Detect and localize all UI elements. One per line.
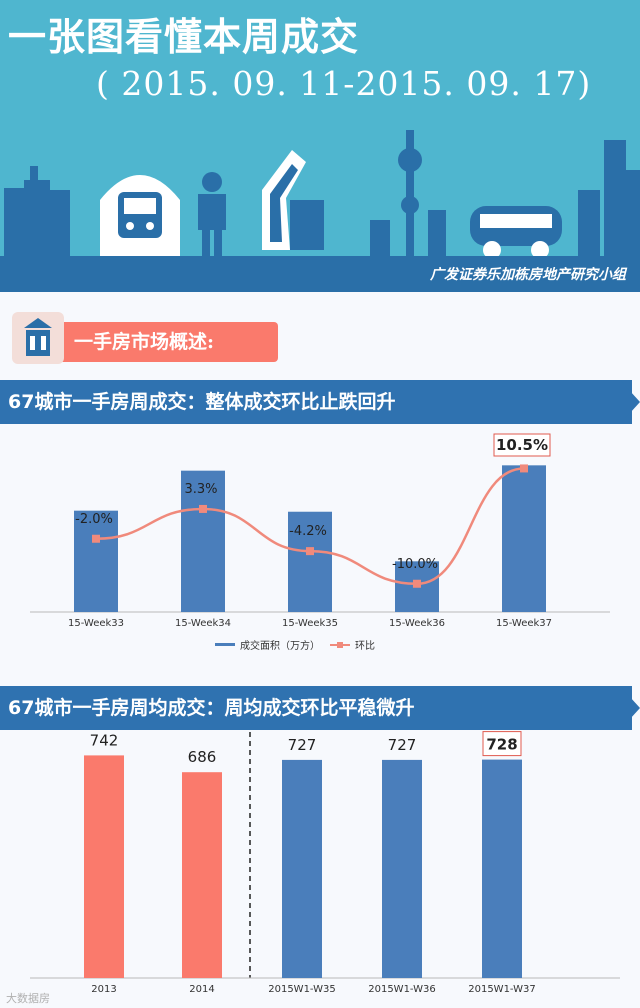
mom-data-label: -2.0% bbox=[75, 512, 113, 527]
bar-2015W1-W36 bbox=[382, 759, 422, 978]
bar-2015W1-W35 bbox=[282, 759, 322, 978]
page-title: 一张图看懂本周成交 bbox=[8, 14, 360, 59]
mom-data-label: 10.5% bbox=[496, 436, 548, 454]
value-data-label: 727 bbox=[388, 736, 417, 754]
bar-15-Week34 bbox=[181, 470, 225, 612]
legend-bar-swatch bbox=[215, 643, 235, 646]
weekly-average-chart: 742 686 727 727 728 2013 2014 2015W1-W35 2015W1… bbox=[30, 731, 620, 995]
mom-data-label: 3.3% bbox=[184, 482, 217, 497]
banner-arrow-icon bbox=[620, 686, 640, 730]
bar-2013 bbox=[84, 755, 124, 978]
mom-point bbox=[520, 464, 528, 473]
mom-data-label: -10.0% bbox=[392, 557, 438, 572]
x-tick-label: 2014 bbox=[189, 984, 214, 995]
hero-header: 一张图看懂本周成交 ( 2015. 09. 11-2015. 09. 17) bbox=[0, 0, 640, 292]
chart2-title-banner: 67城市一手房周均成交：周均成交环比平稳微升 bbox=[0, 686, 640, 730]
x-tick-label: 15-Week33 bbox=[68, 618, 124, 629]
value-data-label: 742 bbox=[90, 731, 119, 749]
x-tick-label: 15-Week37 bbox=[496, 618, 552, 629]
value-data-label: 686 bbox=[188, 748, 217, 766]
value-data-label: 727 bbox=[288, 736, 317, 754]
chart1-title-banner: 67城市一手房周成交：整体成交环比止跌回升 bbox=[0, 380, 640, 424]
banner-arrow-icon bbox=[620, 380, 640, 424]
x-tick-label: 2015W1-W37 bbox=[468, 984, 536, 995]
watermark: 大数据房 bbox=[6, 992, 50, 1005]
city-skyline-illustration bbox=[4, 130, 640, 259]
value-data-label: 728 bbox=[486, 736, 517, 754]
x-tick-label: 2015W1-W35 bbox=[268, 984, 336, 995]
x-tick-label: 2015W1-W36 bbox=[368, 984, 436, 995]
header-band bbox=[0, 256, 640, 292]
date-range: ( 2015. 09. 11-2015. 09. 17) bbox=[96, 64, 592, 103]
org-name: 广发证券乐加栋房地产研究小组 bbox=[430, 267, 626, 283]
bar-2014 bbox=[182, 772, 222, 978]
building-icon bbox=[12, 312, 64, 364]
highlight-box bbox=[493, 433, 551, 457]
x-tick-label: 15-Week35 bbox=[282, 618, 338, 629]
section-label: 一手房市场概述: bbox=[40, 322, 278, 362]
legend-line-marker bbox=[337, 642, 343, 648]
chart1-title: 67城市一手房周成交：整体成交环比止跌回升 bbox=[8, 391, 396, 413]
weekly-volume-chart: -2.0% 3.3% -4.2% -10.0% 10.5% 15-Week33 15-We… bbox=[30, 433, 610, 652]
mom-point bbox=[92, 534, 100, 543]
x-tick-label: 15-Week36 bbox=[389, 618, 445, 629]
legend-line-label: 环比 bbox=[355, 640, 375, 652]
mom-point bbox=[413, 579, 421, 588]
mom-point bbox=[199, 504, 207, 513]
x-tick-label: 15-Week34 bbox=[175, 618, 231, 629]
mom-point bbox=[306, 547, 314, 556]
bar-2015W1-W37 bbox=[482, 759, 522, 978]
x-tick-label: 2013 bbox=[91, 984, 116, 995]
bar-15-Week35 bbox=[288, 511, 332, 612]
highlight-box bbox=[482, 731, 522, 757]
mom-data-label: -4.2% bbox=[289, 524, 327, 539]
bar-15-Week37 bbox=[502, 465, 546, 612]
bar-15-Week33 bbox=[74, 510, 118, 612]
legend-bar-label: 成交面积（万方） bbox=[240, 639, 320, 652]
chart2-title: 67城市一手房周均成交：周均成交环比平稳微升 bbox=[8, 697, 415, 719]
